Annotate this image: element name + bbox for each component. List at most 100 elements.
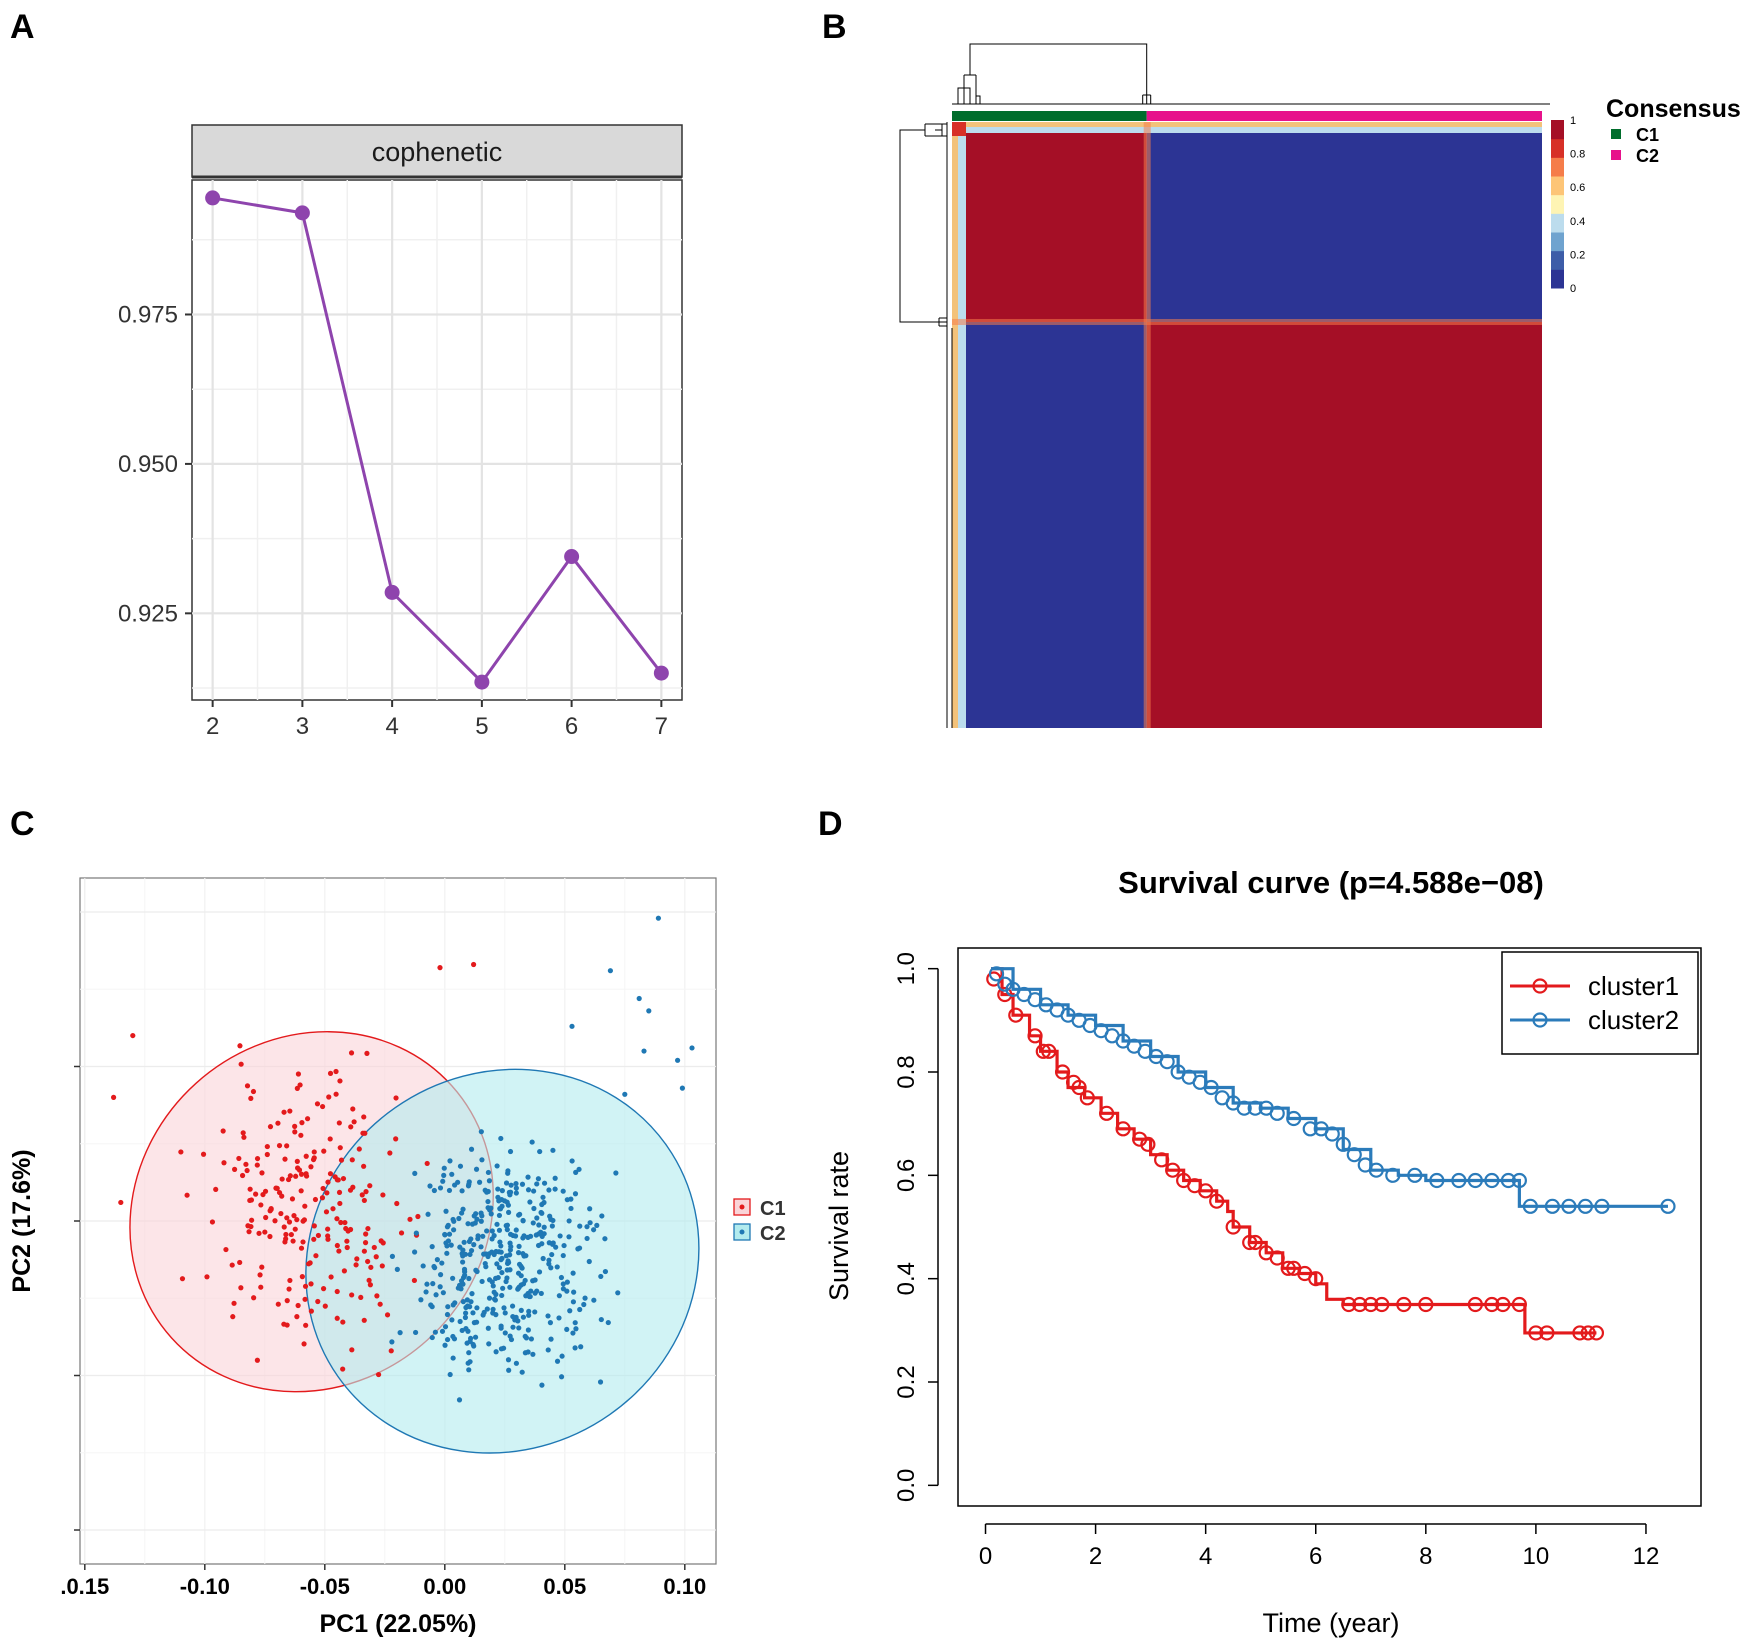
point-c2 bbox=[496, 1227, 503, 1233]
annotation-bar-c1 bbox=[952, 111, 1147, 121]
point-c2 bbox=[516, 1325, 522, 1331]
point-c1 bbox=[111, 1094, 117, 1100]
point-c1 bbox=[379, 1263, 385, 1269]
panel-label-b: B bbox=[822, 8, 847, 46]
x-tick-label: 2 bbox=[206, 713, 219, 740]
point-c2 bbox=[570, 1270, 576, 1276]
facet-title: cophenetic bbox=[372, 137, 503, 167]
censor-mark-cluster1 bbox=[1225, 1219, 1241, 1235]
point-c2 bbox=[518, 1273, 524, 1279]
censor-mark-cluster2 bbox=[1511, 1172, 1527, 1189]
point-c2 bbox=[469, 1291, 475, 1297]
point-c2 bbox=[598, 1316, 604, 1323]
point-c2 bbox=[442, 1324, 449, 1330]
point-c2 bbox=[437, 1185, 444, 1191]
point-c2 bbox=[437, 1284, 443, 1290]
point-c2 bbox=[523, 1335, 530, 1341]
point-c1 bbox=[231, 1166, 238, 1172]
censor-mark-cluster1 bbox=[1098, 1105, 1115, 1121]
point-c1 bbox=[254, 1357, 260, 1363]
point-c2 bbox=[480, 1233, 486, 1239]
censor-mark-cluster1 bbox=[1054, 1064, 1071, 1080]
point-c2 bbox=[586, 1258, 592, 1265]
censor-mark-cluster1 bbox=[1027, 1028, 1043, 1044]
point-c2 bbox=[539, 1210, 545, 1216]
point-c2 bbox=[527, 1293, 533, 1300]
legend-d: cluster1 cluster2 bbox=[1501, 951, 1699, 1055]
point-c1 bbox=[323, 1209, 330, 1215]
point-c2 bbox=[431, 1187, 437, 1194]
point-c2 bbox=[534, 1215, 540, 1221]
point-c2 bbox=[450, 1275, 456, 1281]
point-c2 bbox=[506, 1367, 512, 1373]
point-c1 bbox=[254, 1162, 260, 1168]
point-c2 bbox=[428, 1302, 434, 1308]
point-c1 bbox=[276, 1142, 283, 1149]
point-c2 bbox=[501, 1305, 507, 1311]
point-c1 bbox=[294, 1217, 300, 1223]
point-c2 bbox=[493, 1291, 499, 1297]
point-c2 bbox=[549, 1223, 555, 1229]
point-c2 bbox=[577, 1223, 583, 1229]
point-c2 bbox=[493, 1275, 499, 1281]
point-c1 bbox=[303, 1153, 309, 1159]
heatmap-block-c2-c1 bbox=[952, 321, 1147, 728]
point-c2 bbox=[475, 1233, 481, 1239]
point-c2 bbox=[444, 1311, 451, 1318]
censor-mark-cluster1 bbox=[1352, 1296, 1368, 1313]
point-c2 bbox=[508, 1336, 515, 1343]
point-c2 bbox=[572, 1191, 579, 1197]
point-c1 bbox=[371, 1244, 377, 1251]
legend-label-cluster2: cluster2 bbox=[1588, 1005, 1679, 1035]
point-c2 bbox=[470, 1341, 476, 1348]
point-c2 bbox=[484, 1228, 490, 1234]
point-c2 bbox=[541, 1199, 547, 1206]
point-c2 bbox=[504, 1222, 511, 1228]
point-c2 bbox=[520, 1314, 527, 1320]
point-c2 bbox=[549, 1251, 555, 1258]
censor-mark-cluster1 bbox=[1580, 1325, 1596, 1341]
point-c2 bbox=[519, 1369, 525, 1375]
censor-mark-cluster1 bbox=[1467, 1296, 1483, 1313]
point-c2 bbox=[591, 1297, 597, 1303]
point-c2 bbox=[607, 968, 614, 974]
point-c1 bbox=[377, 1301, 383, 1307]
point-c2 bbox=[420, 1263, 426, 1269]
point-c1 bbox=[286, 1286, 292, 1292]
point-c2 bbox=[498, 1249, 504, 1255]
point-c2 bbox=[556, 1315, 562, 1321]
point-c1 bbox=[319, 1103, 326, 1110]
point-c1 bbox=[340, 1366, 346, 1372]
point-c2 bbox=[513, 1227, 519, 1233]
point-c2 bbox=[546, 1257, 552, 1263]
point-c1 bbox=[341, 1268, 347, 1274]
censor-mark-cluster2 bbox=[1484, 1172, 1500, 1189]
y-tick-label: 0.8 bbox=[893, 1055, 920, 1088]
censor-mark-cluster2 bbox=[1203, 1079, 1219, 1096]
point-c2 bbox=[541, 1180, 548, 1186]
point-c1 bbox=[354, 1256, 360, 1262]
point-c1 bbox=[267, 1233, 273, 1240]
point-c2 bbox=[418, 1297, 424, 1303]
point-c1 bbox=[337, 1078, 343, 1084]
point-c1 bbox=[200, 1151, 207, 1157]
point-c2 bbox=[567, 1308, 573, 1314]
point-c1 bbox=[248, 1197, 255, 1203]
cophenetic-point bbox=[205, 190, 221, 206]
point-c2 bbox=[442, 1342, 448, 1348]
point-c2 bbox=[517, 1211, 523, 1217]
point-c1 bbox=[333, 1068, 339, 1075]
x-tick-label: 7 bbox=[655, 713, 668, 740]
point-c1 bbox=[289, 1196, 296, 1202]
point-c2 bbox=[550, 1147, 556, 1153]
point-c1 bbox=[337, 1200, 343, 1207]
point-c1 bbox=[340, 1175, 347, 1182]
point-c2 bbox=[510, 1232, 516, 1239]
point-c1 bbox=[298, 1132, 304, 1138]
point-c2 bbox=[463, 1326, 469, 1332]
point-c2 bbox=[548, 1216, 554, 1222]
point-c2 bbox=[429, 1334, 435, 1341]
point-c2 bbox=[456, 1215, 462, 1222]
point-c2 bbox=[571, 1289, 577, 1295]
point-c2 bbox=[566, 1234, 572, 1240]
